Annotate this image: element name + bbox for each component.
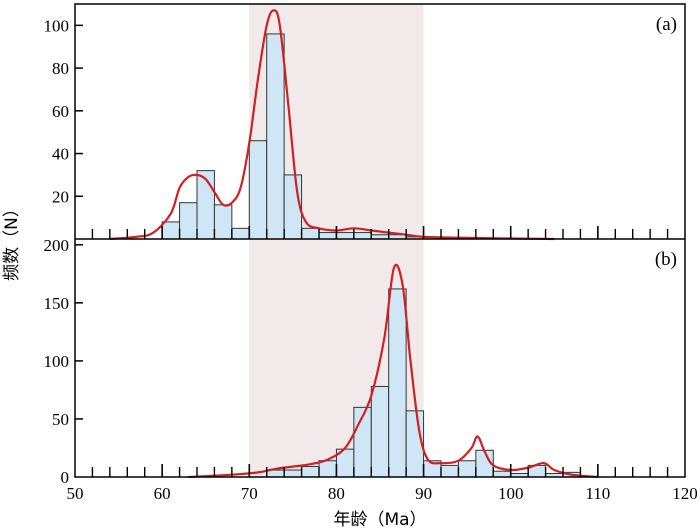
bar bbox=[248, 140, 268, 240]
x-axis-title: 年龄（Ma） bbox=[333, 510, 426, 530]
bar bbox=[370, 385, 390, 478]
bar bbox=[301, 227, 320, 240]
bar bbox=[213, 204, 233, 240]
bar bbox=[196, 170, 215, 240]
y-tick-label: 150 bbox=[44, 294, 70, 313]
bar bbox=[301, 466, 320, 478]
x-tick-label: 110 bbox=[585, 484, 610, 503]
panel-label-b: (b) bbox=[655, 249, 677, 270]
y-tick-label: 0 bbox=[61, 468, 70, 487]
x-tick-label: 50 bbox=[67, 484, 84, 503]
curves-layer bbox=[109, 9, 598, 479]
bar bbox=[318, 232, 337, 240]
panel-label-a: (a) bbox=[656, 14, 677, 35]
bar bbox=[161, 221, 181, 240]
y-tick-label: 200 bbox=[44, 236, 70, 255]
x-tick-label: 80 bbox=[328, 484, 345, 503]
bar bbox=[492, 470, 512, 478]
bar bbox=[457, 460, 477, 478]
x-tick-label: 120 bbox=[672, 484, 698, 503]
bar bbox=[388, 288, 407, 478]
bar bbox=[353, 232, 372, 240]
y-axis-title: 频数（N） bbox=[2, 200, 22, 281]
y-tick-label: 100 bbox=[44, 16, 70, 35]
bar bbox=[231, 227, 250, 240]
x-tick-label: 60 bbox=[154, 484, 171, 503]
x-tick-label: 70 bbox=[241, 484, 258, 503]
bar bbox=[283, 469, 303, 478]
density-curve bbox=[188, 263, 598, 479]
bar bbox=[318, 460, 337, 478]
plot-frame bbox=[74, 3, 686, 478]
bar bbox=[335, 232, 355, 240]
bar bbox=[440, 464, 459, 478]
y-tick-label: 100 bbox=[44, 352, 70, 371]
bar bbox=[179, 202, 198, 240]
x-tick-label: 100 bbox=[498, 484, 524, 503]
y-tick-label: 60 bbox=[52, 102, 69, 121]
density-curve bbox=[109, 9, 555, 241]
y-tick-label: 20 bbox=[52, 187, 69, 206]
x-tick-label: 90 bbox=[415, 484, 432, 503]
y-tick-label: 80 bbox=[52, 59, 69, 78]
bar bbox=[266, 33, 285, 240]
ticks-layer bbox=[75, 24, 669, 477]
y-tick-label: 50 bbox=[52, 410, 69, 429]
y-tick-label: 40 bbox=[52, 145, 69, 164]
